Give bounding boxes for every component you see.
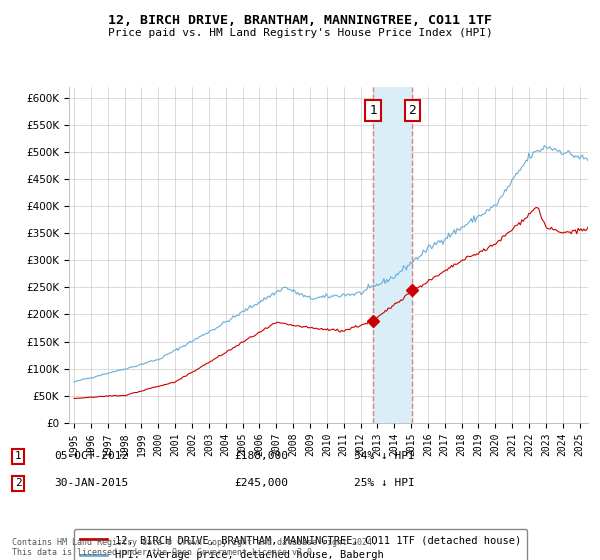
Text: 1: 1	[14, 451, 22, 461]
Text: Contains HM Land Registry data © Crown copyright and database right 2024.
This d: Contains HM Land Registry data © Crown c…	[12, 538, 377, 557]
Text: £245,000: £245,000	[234, 478, 288, 488]
Text: 34% ↓ HPI: 34% ↓ HPI	[354, 451, 415, 461]
Text: 12, BIRCH DRIVE, BRANTHAM, MANNINGTREE, CO11 1TF: 12, BIRCH DRIVE, BRANTHAM, MANNINGTREE, …	[108, 14, 492, 27]
Text: 30-JAN-2015: 30-JAN-2015	[54, 478, 128, 488]
Text: 2: 2	[409, 104, 416, 117]
Text: 25% ↓ HPI: 25% ↓ HPI	[354, 478, 415, 488]
Text: Price paid vs. HM Land Registry's House Price Index (HPI): Price paid vs. HM Land Registry's House …	[107, 28, 493, 38]
Bar	[373, 87, 412, 423]
Text: 2: 2	[14, 478, 22, 488]
Legend: 12, BIRCH DRIVE, BRANTHAM, MANNINGTREE, CO11 1TF (detached house), HPI: Average : 12, BIRCH DRIVE, BRANTHAM, MANNINGTREE, …	[74, 529, 527, 560]
Text: 05-OCT-2012: 05-OCT-2012	[54, 451, 128, 461]
Text: £188,000: £188,000	[234, 451, 288, 461]
Text: 1: 1	[369, 104, 377, 117]
